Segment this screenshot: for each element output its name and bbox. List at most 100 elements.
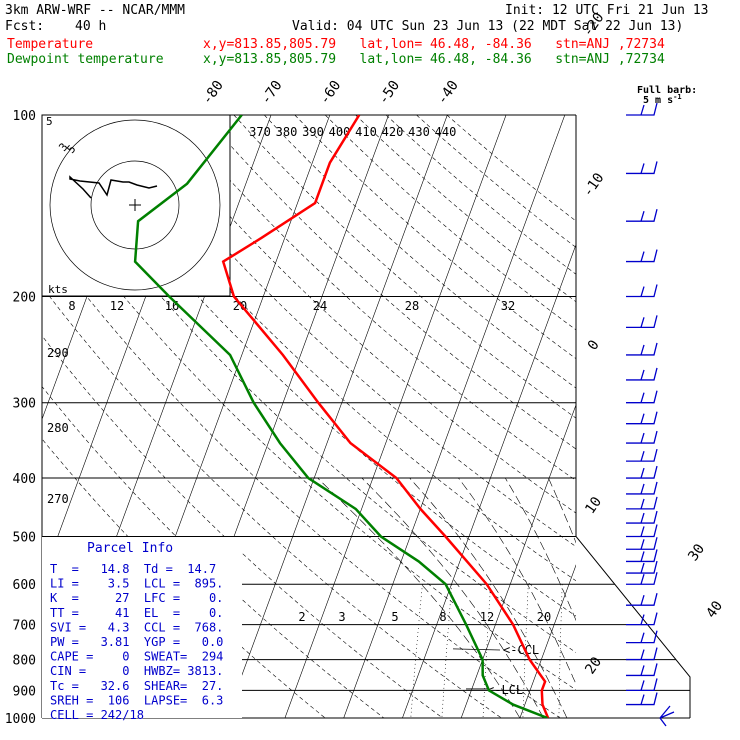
temperature-legend-info: x,y=813.85,805.79 lat,lon= 46.48, -84.36… [203,37,665,52]
hodograph-center-mark [129,199,141,211]
mixing-ratio-label-low: 8 [439,610,446,624]
mixing-ratio-label-low: 2 [298,610,305,624]
barb-key: Full barb: 5 m s-1 [637,85,697,106]
hodograph-units: kts [48,283,68,296]
wind-barb [626,161,658,175]
theta-label-left: 280 [47,421,69,435]
pressure-tick-label: 700 [13,619,36,634]
dry-adiabat [446,115,576,222]
hodograph-trace [69,175,158,199]
parcel-info-row: CIN = 0 HWBZ= 3813. [50,664,223,678]
plot-right-slope [575,536,691,718]
wind-barb [626,692,658,706]
isotherm-line [284,115,507,718]
wind-barb [626,537,658,550]
parcel-info-row: SVI = 4.3 CCL = 768. [50,620,223,634]
wind-barb [626,612,658,626]
wind-barb [626,663,658,677]
wind-barbs [626,102,675,727]
isotherm-label: 0 [585,337,603,353]
wind-barb [626,496,658,510]
wind-barb [626,448,658,462]
theta-label: 390 [302,125,324,139]
parcel-info-row: T = 14.8 Td = 14.7 [50,562,216,576]
parcel-info-row: LI = 3.5 LCL = 895. [50,577,223,591]
mixing-ratio-label-low: 20 [537,610,551,624]
mixing-ratio-label: 28 [405,299,419,313]
parcel-info-row: TT = 41 EL = 0. [50,606,223,620]
wind-barb [626,560,658,574]
moist-adiabat [505,477,576,622]
forecast-hour: 40 h [75,19,107,34]
isotherm-label: 10 [582,494,605,517]
forecast-label: Fcst: [5,19,45,34]
dry-adiabat [42,238,561,718]
theta-label: 380 [276,125,298,139]
isotherm-line [460,404,576,718]
wind-barb [626,647,658,661]
isotherm-line [579,115,740,718]
isotherm-line [637,115,740,718]
mixing-ratio-label: 16 [165,299,179,313]
pressure-tick-label: 200 [13,291,36,306]
isotherm-label: -70 [258,78,286,108]
mixing-ratio-label-low: 5 [391,610,398,624]
isotherm-line [519,564,576,718]
isotherm-label: -80 [199,78,227,108]
dry-adiabat [355,115,576,303]
mixing-ratio-label: 8 [68,299,75,313]
isotherm-line [225,115,448,718]
wind-barb [659,705,675,727]
wind-barb [626,367,658,381]
wind-barb [626,430,658,444]
dry-adiabat [42,145,576,653]
dry-adiabat [42,386,385,718]
dry-adiabat [324,115,576,331]
parcel-info-row: CELL = 242/18 [50,708,144,722]
dry-adiabat [42,335,443,718]
isotherm-label: 40 [703,598,726,621]
dewpoint-legend-info: x,y=813.85,805.79 lat,lon= 46.48, -84.36… [203,52,665,67]
pressure-tick-label: 1000 [5,712,36,727]
dry-adiabat [416,115,576,248]
isotherm-line [696,115,740,718]
mixing-ratio-line [637,584,639,718]
wind-barb [626,209,658,222]
dry-adiabat [203,115,576,450]
wind-barb [626,411,658,425]
barb-key-exponent: -1 [673,93,681,101]
wind-barb [626,249,658,263]
wind-barb [626,284,658,298]
wind-barb [626,524,658,538]
wind-barb [626,102,658,116]
mixing-ratio-label-low: 3 [338,610,345,624]
temperature-trace [221,115,550,718]
wind-barb [626,572,658,585]
lcl-annotation: <-LCL [487,683,523,697]
dry-adiabat [42,286,502,718]
sounding-traces [133,115,550,718]
wind-barb [626,481,658,495]
temperature-legend-label: Temperature [7,37,94,52]
pressure-tick-label: 400 [13,472,36,487]
hodograph-ring [49,119,221,291]
pressure-tick-label: 900 [13,684,36,699]
isotherm-label: -60 [317,78,345,108]
wind-barb [626,315,658,329]
isotherm-label: -40 [434,78,462,108]
wind-barb [626,390,658,404]
pressure-tick-label: 600 [13,578,36,593]
isotherm-label: 30 [685,541,708,564]
mixing-ratio-label: 32 [501,299,515,313]
wind-barb [626,678,658,692]
mixing-ratio-line [441,584,453,718]
model-title: 3km ARW-WRF -- NCAR/MMM [5,3,186,18]
parcel-info-title: Parcel Info [87,541,173,556]
theta-label: 420 [382,125,404,139]
theta-label: 430 [408,125,430,139]
wind-barb [626,465,658,479]
valid-time: Valid: 04 UTC Sun 23 Jun 13 (22 MDT Sat … [292,19,684,34]
moist-adiabat [587,478,661,718]
theta-label: 370 [249,125,271,139]
